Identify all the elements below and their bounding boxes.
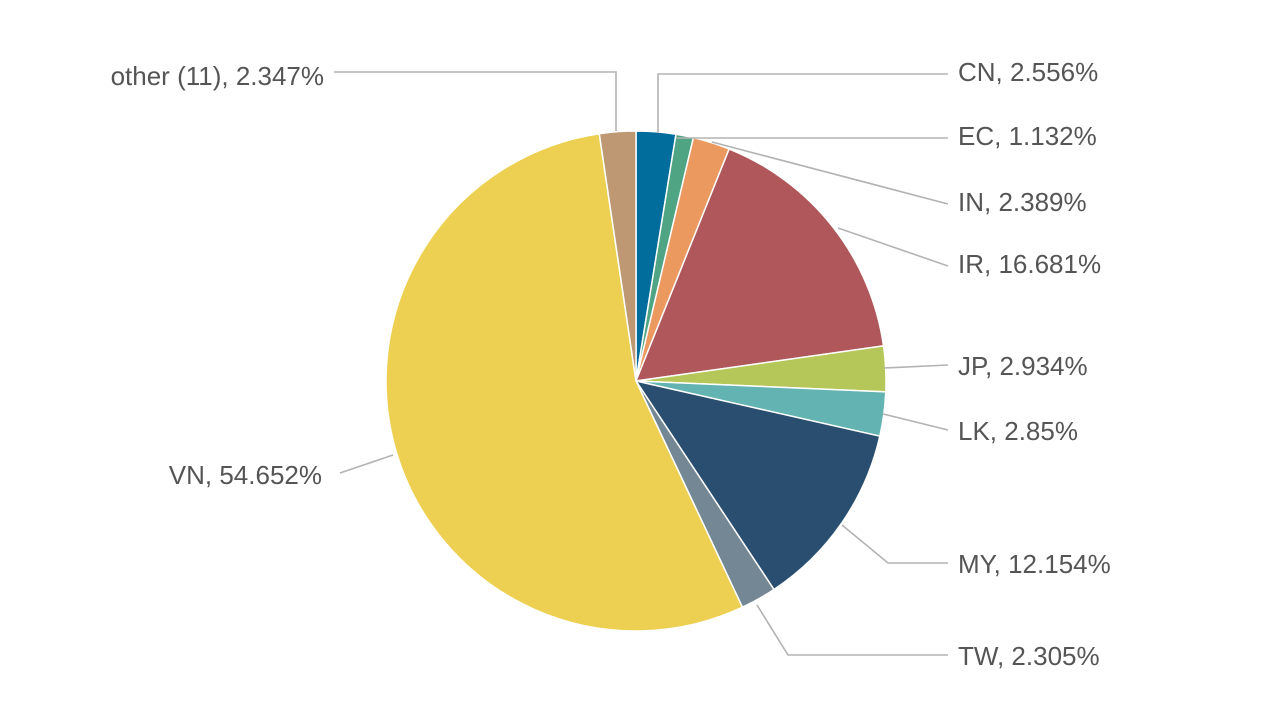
pie-slices [385,130,887,632]
slice-label-my: MY, 12.154% [958,549,1111,579]
slice-label-ec: EC, 1.132% [958,121,1097,151]
leader-line-jp [883,364,949,369]
pie-slice-my[interactable] [634,379,881,591]
slice-label-vn: VN, 54.652% [169,460,322,490]
slice-label-other-11: other (11), 2.347% [111,61,324,91]
slice-label-lk: LK, 2.85% [958,416,1078,446]
leader-line-lk [882,413,949,431]
slice-label-ir: IR, 16.681% [958,249,1101,279]
slice-labels: CN, 2.556% EC, 1.132% IN, 2.389% IR, 16.681… [111,57,1111,671]
slice-label-in: IN, 2.389% [958,187,1087,217]
leader-lines [334,71,949,656]
leader-line-my [841,524,948,564]
pie-slice-other-11[interactable] [598,130,637,382]
leader-line-in [711,141,949,205]
slice-label-jp: JP, 2.934% [958,351,1088,381]
leader-line-tw [756,604,948,656]
slice-label-tw: TW, 2.305% [958,641,1100,671]
pie-slice-vn[interactable] [385,132,744,632]
leader-line-cn [657,73,948,133]
pie-slice-ir[interactable] [634,148,885,382]
leader-line-vn [339,454,394,474]
slice-label-cn: CN, 2.556% [958,57,1098,87]
leader-line-ir [837,227,949,267]
leader-line-other-11 [334,71,617,131]
